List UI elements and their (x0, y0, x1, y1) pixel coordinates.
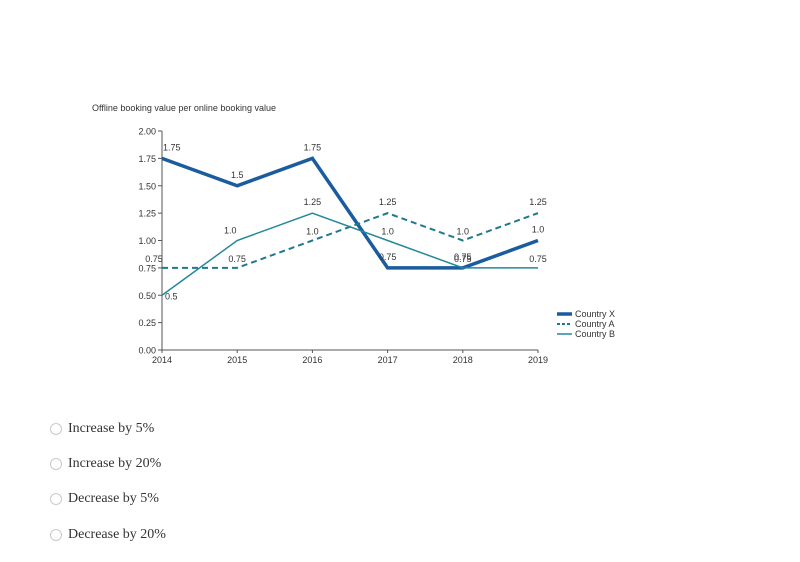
legend-label: Country X (575, 309, 615, 319)
y-tick-label: 1.25 (138, 209, 156, 219)
option-increase-5[interactable]: Increase by 5% (50, 411, 450, 446)
series-line-country-b (161, 212, 538, 296)
x-tick-label: 2016 (302, 355, 322, 365)
data-label: 0.75 (228, 254, 246, 264)
data-label: 0.75 (145, 254, 163, 264)
chart-title: Offline booking value per online booking… (92, 103, 276, 113)
option-decrease-20[interactable]: Decrease by 20% (50, 517, 450, 552)
radio-button[interactable] (50, 493, 62, 506)
data-label: 0.75 (379, 252, 397, 262)
line-chart: Offline booking value per online booking… (92, 103, 615, 365)
option-label: Increase by 5% (68, 420, 155, 436)
legend-label: Country B (575, 329, 615, 339)
data-label: 1.0 (381, 227, 394, 237)
data-label: 0.75 (454, 252, 472, 262)
y-tick-label: 0.00 (138, 346, 156, 356)
data-label: 1.0 (224, 226, 237, 236)
data-label: 1.25 (379, 197, 397, 207)
x-tick-label: 2017 (378, 355, 398, 365)
x-tick-label: 2015 (227, 355, 247, 365)
x-tick-label: 2019 (528, 355, 548, 365)
radio-button[interactable] (50, 457, 62, 470)
y-tick-label: 1.50 (138, 181, 156, 191)
data-label: 1.0 (457, 227, 470, 237)
x-tick-label: 2014 (152, 355, 172, 365)
data-label: 1.25 (529, 197, 547, 207)
data-label: 1.75 (163, 142, 181, 152)
answer-options: Increase by 5% Increase by 20% Decrease … (50, 411, 450, 552)
data-label: 1.0 (532, 225, 545, 235)
y-tick-label: 2.00 (138, 127, 156, 137)
series-line-country-x (161, 156, 539, 270)
y-tick-label: 0.75 (138, 263, 156, 273)
data-label: 1.5 (231, 170, 244, 180)
y-tick-label: 0.50 (138, 291, 156, 301)
data-label: 0.75 (529, 254, 547, 264)
data-label: 1.75 (304, 142, 322, 152)
legend-label: Country A (575, 319, 615, 329)
option-decrease-5[interactable]: Decrease by 5% (50, 482, 450, 517)
radio-button[interactable] (50, 422, 62, 435)
y-tick-label: 0.25 (138, 318, 156, 328)
y-tick-label: 1.00 (138, 236, 156, 246)
x-tick-label: 2018 (453, 355, 473, 365)
option-label: Increase by 20% (68, 455, 162, 471)
data-label: 1.0 (306, 227, 319, 237)
option-label: Decrease by 5% (68, 491, 159, 507)
y-tick-label: 1.75 (138, 154, 156, 164)
option-label: Decrease by 20% (68, 526, 166, 542)
option-increase-20[interactable]: Increase by 20% (50, 446, 450, 481)
radio-button[interactable] (50, 528, 62, 541)
data-label: 0.75 (454, 254, 472, 264)
data-label: 0.5 (165, 291, 178, 301)
data-label: 1.25 (304, 197, 322, 207)
